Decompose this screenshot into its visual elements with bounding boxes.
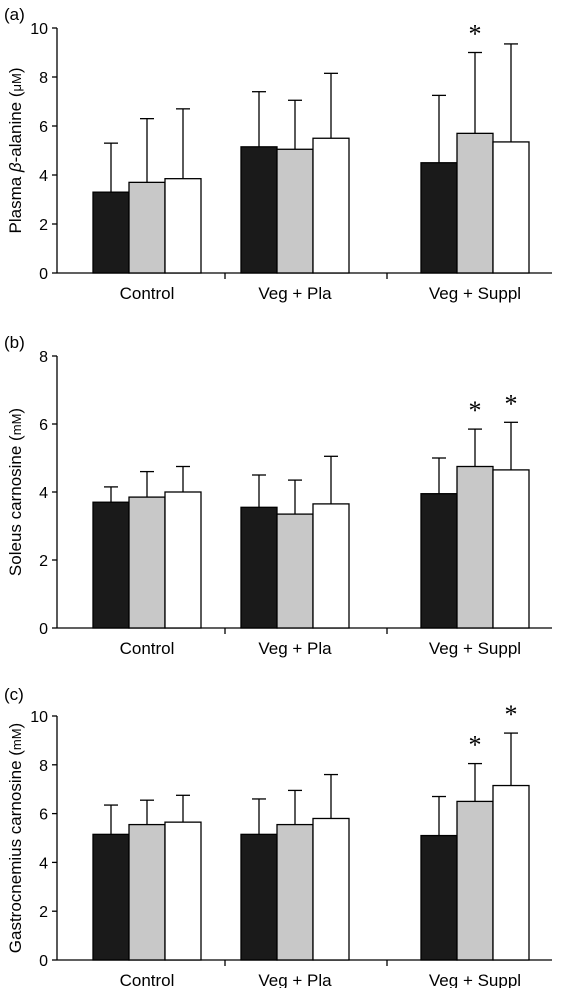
- bar: [456, 800, 494, 961]
- category-label: Veg + Suppl: [429, 284, 521, 303]
- bar: [164, 821, 202, 961]
- category-label: Veg + Suppl: [429, 639, 521, 658]
- y-axis-label: Soleus carnosine (mM): [6, 408, 25, 576]
- bar: [276, 823, 314, 961]
- y-tick-label: 6: [39, 119, 48, 136]
- category-label: Control: [120, 971, 175, 988]
- bar: [164, 491, 202, 629]
- bar: [420, 162, 458, 274]
- significance-marker: *: [469, 396, 482, 425]
- y-axis-label: Gastrocnemius carnosine (mM): [6, 723, 25, 953]
- y-tick-label: 2: [39, 217, 48, 234]
- y-axis-label-part: ): [6, 723, 25, 729]
- y-tick-label: 2: [39, 553, 48, 570]
- bar: [492, 141, 530, 274]
- bar: [240, 146, 278, 274]
- category-label: Veg + Pla: [258, 971, 332, 988]
- panel-a: (a) Plasma β-alanine (μM) 0 2 4 6 8 10 Control Ve…: [4, 5, 552, 303]
- y-tick-label: 6: [39, 807, 48, 824]
- y-tick-label: 10: [30, 21, 48, 38]
- bar: [312, 137, 350, 274]
- panel-b: (b) Soleus carnosine (mM) 0 2 4 6 8 Control Veg …: [4, 333, 552, 658]
- category-label: Control: [120, 639, 175, 658]
- category-label: Control: [120, 284, 175, 303]
- bar: [164, 178, 202, 274]
- significance-marker: *: [505, 700, 518, 729]
- significance-marker: *: [505, 389, 518, 418]
- y-axis-label-part: Soleus carnosine (: [6, 435, 25, 576]
- y-tick-label: 4: [39, 855, 48, 872]
- y-tick-label: 8: [39, 70, 48, 87]
- bar: [276, 148, 314, 274]
- bar: [276, 513, 314, 629]
- bar: [240, 833, 278, 961]
- bar: [312, 817, 350, 961]
- y-axis-label-part: mM: [9, 414, 24, 436]
- panel-c: (c) Gastrocnemius carnosine (mM) 0 2 4 6 8 10 Co…: [4, 685, 552, 988]
- y-tick-label: 10: [30, 709, 48, 726]
- category-label: Veg + Suppl: [429, 971, 521, 988]
- bar: [240, 506, 278, 629]
- bar: [420, 493, 458, 629]
- bar: [92, 501, 130, 629]
- y-axis-label-part: Gastrocnemius carnosine (: [6, 750, 25, 953]
- y-tick-label: 8: [39, 758, 48, 775]
- y-axis-label-part: β: [6, 162, 25, 173]
- y-axis-label-part: ): [6, 67, 25, 73]
- y-tick-label: 8: [39, 349, 48, 366]
- y-axis-label-part: Plasma: [6, 172, 25, 233]
- bar: [128, 496, 166, 629]
- y-tick-label: 4: [39, 168, 48, 185]
- y-axis-label-part: ): [6, 408, 25, 414]
- bar: [420, 834, 458, 961]
- y-axis-label-part: μM: [9, 73, 24, 91]
- bar: [128, 181, 166, 274]
- y-tick-label: 4: [39, 485, 48, 502]
- y-axis-label: Plasma β-alanine (μM): [6, 67, 25, 233]
- category-label: Veg + Pla: [258, 639, 332, 658]
- panel-label: (c): [4, 685, 24, 704]
- y-axis-label-part: mM: [9, 728, 24, 750]
- y-tick-label: 2: [39, 904, 48, 921]
- category-label: Veg + Pla: [258, 284, 332, 303]
- panel-label: (b): [4, 333, 25, 352]
- bar: [456, 132, 494, 274]
- bar: [92, 833, 130, 961]
- significance-marker: *: [469, 20, 482, 49]
- y-tick-label: 0: [39, 953, 48, 970]
- panel-label: (a): [4, 5, 25, 24]
- bar: [128, 823, 166, 961]
- bar: [92, 191, 130, 274]
- bar: [492, 469, 530, 629]
- bar: [456, 465, 494, 629]
- y-axis-label-part: -alanine (: [6, 91, 25, 162]
- y-tick-label: 0: [39, 266, 48, 283]
- y-tick-label: 0: [39, 621, 48, 638]
- y-tick-label: 6: [39, 417, 48, 434]
- bar: [492, 784, 530, 961]
- significance-marker: *: [469, 731, 482, 760]
- bar: [312, 503, 350, 629]
